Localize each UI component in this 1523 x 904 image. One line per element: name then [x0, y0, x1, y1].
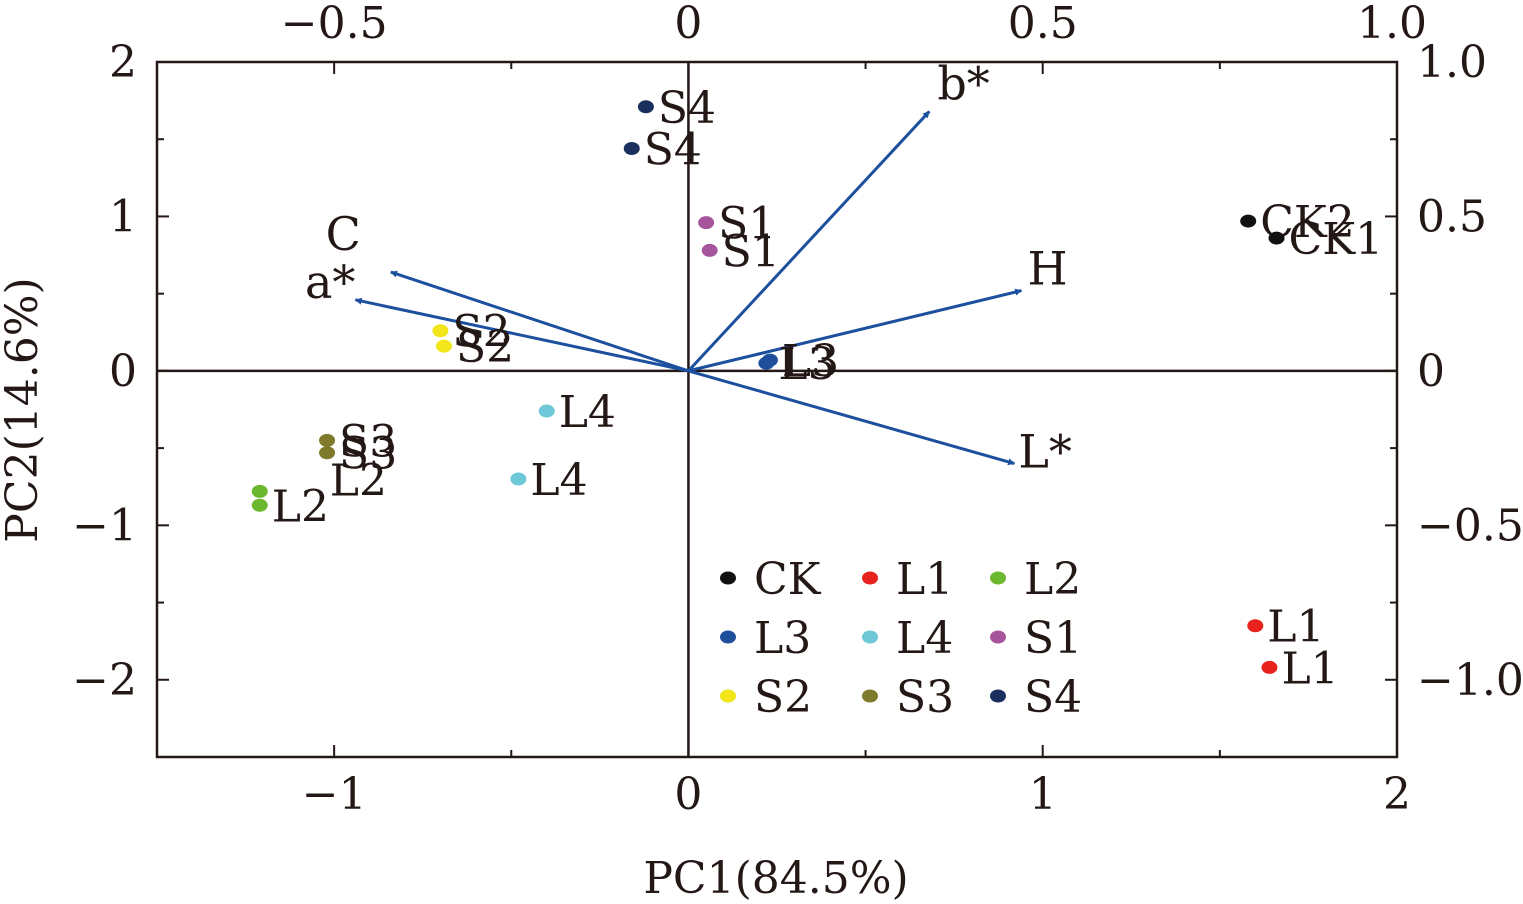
score-point [1240, 214, 1257, 228]
legend-marker [720, 630, 736, 644]
score-point [432, 324, 449, 338]
x-axis-title: PC1(84.5%) [643, 853, 908, 904]
point-label: L2 [330, 455, 387, 506]
point-label: L3 [778, 339, 835, 390]
legend-label: L2 [1024, 554, 1081, 605]
point-label: S1 [718, 199, 776, 250]
score-point [251, 484, 268, 498]
score-point [698, 216, 715, 230]
loading-arrow [688, 288, 1023, 373]
score-point [435, 339, 452, 353]
point-label: L4 [530, 455, 587, 506]
score-point [319, 446, 336, 460]
point-label: L1 [1281, 643, 1338, 694]
x-tick-label: 1 [1029, 769, 1057, 820]
loading-arrow [687, 110, 931, 372]
legend: CK L1 L2 L3 L4 S1 S2 S3 S4 [720, 554, 1082, 723]
score-point [251, 498, 268, 512]
legend-label: S1 [1024, 613, 1082, 664]
legend-marker [990, 689, 1006, 703]
point-label: S3 [339, 429, 397, 480]
loading-label: a* [305, 255, 355, 309]
score-point [510, 472, 527, 486]
legend-marker [862, 689, 878, 703]
plot-frame [155, 60, 1399, 759]
score-point [1261, 660, 1278, 674]
x-tick-label: 0 [674, 769, 702, 820]
x-tick-label: 2 [1383, 769, 1411, 820]
top-tick-label: −0.5 [281, 0, 388, 49]
loading-arrow [688, 369, 1016, 466]
point-label: S3 [339, 416, 397, 467]
y-tick-label: −2 [72, 655, 137, 706]
loading-arrow [354, 297, 689, 373]
loading-label: H [1027, 242, 1067, 296]
legend-marker [990, 630, 1006, 644]
legend-label: S4 [1024, 672, 1082, 723]
score-point [637, 100, 654, 114]
point-label: S2 [456, 322, 514, 373]
point-label: L4 [559, 387, 616, 438]
loading-vectors: b* H L* Ca* [305, 56, 1072, 478]
y-tick-label: −1 [72, 500, 137, 551]
x-tick-label: −1 [302, 769, 367, 820]
top-tick-label: 0 [674, 0, 702, 49]
legend-label: CK [754, 554, 822, 605]
legend-marker [990, 571, 1006, 585]
y-axis-title: PC2(14.6%) [0, 277, 48, 542]
right-tick-label: 1.0 [1417, 37, 1487, 88]
point-label: L2 [272, 481, 329, 532]
loading-arrow [390, 270, 689, 373]
loading-label: L* [1018, 425, 1072, 479]
score-point [1247, 619, 1264, 633]
point-label: L3 [782, 336, 839, 387]
point-label: L1 [1267, 602, 1324, 653]
legend-label: L1 [896, 554, 953, 605]
score-point [761, 353, 778, 367]
score-point [623, 141, 640, 155]
legend-label: S2 [754, 672, 812, 723]
y-tick-label: 0 [109, 346, 137, 397]
top-tick-label: 0.5 [1008, 0, 1078, 49]
score-point [701, 243, 718, 257]
loading-label: C [326, 207, 361, 261]
point-label: CK1 [1289, 214, 1384, 265]
legend-label: L3 [754, 613, 811, 664]
top-tick-label: 1.0 [1357, 0, 1427, 49]
loading-label: b* [937, 56, 989, 110]
right-tick-label: 0 [1417, 346, 1445, 397]
point-label: S4 [644, 124, 702, 175]
y-tick-label: 1 [109, 191, 137, 242]
point-label: S2 [452, 307, 510, 358]
y-tick-label: 2 [109, 37, 137, 88]
legend-label: S3 [896, 672, 954, 723]
legend-marker [862, 630, 878, 644]
legend-marker [720, 571, 736, 585]
score-point [1268, 231, 1285, 245]
legend-marker [862, 571, 878, 585]
legend-label: L4 [896, 613, 953, 664]
legend-marker [720, 689, 736, 703]
right-tick-label: −1.0 [1417, 655, 1523, 706]
point-label: S1 [722, 226, 780, 277]
axis-ticks: −1 0 1 2 −2 −1 0 1 2 −0.5 0 0.5 1.0 −1.0 −0.5 0 0.5 1.0 [72, 0, 1523, 820]
right-tick-label: 0.5 [1417, 191, 1487, 242]
score-point [538, 404, 555, 418]
score-point [319, 433, 336, 447]
point-label: S4 [658, 83, 716, 134]
right-tick-label: −0.5 [1417, 500, 1523, 551]
zero-lines [157, 62, 1397, 757]
